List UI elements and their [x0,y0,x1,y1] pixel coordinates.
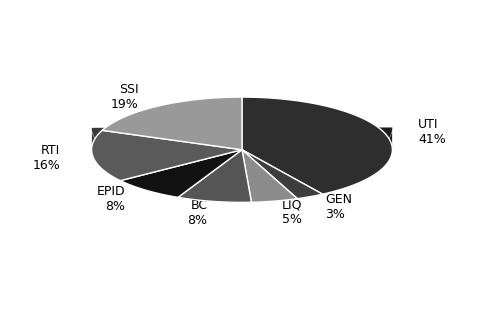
Polygon shape [178,127,252,180]
Polygon shape [121,127,242,175]
Text: GEN
3%: GEN 3% [325,193,352,221]
Text: LIQ
5%: LIQ 5% [282,198,302,226]
Polygon shape [102,97,242,150]
Polygon shape [242,97,393,194]
Polygon shape [121,150,242,197]
Polygon shape [242,127,297,180]
Polygon shape [322,128,393,194]
Polygon shape [242,150,297,202]
Polygon shape [91,127,242,158]
Polygon shape [178,175,252,202]
Text: SSI
19%: SSI 19% [111,83,139,111]
Polygon shape [242,127,322,176]
Polygon shape [252,176,297,202]
Polygon shape [242,127,393,172]
Polygon shape [297,172,322,199]
Polygon shape [91,128,121,181]
Polygon shape [121,158,178,197]
Polygon shape [91,130,242,181]
Text: EPID
8%: EPID 8% [96,185,125,213]
Text: BC
8%: BC 8% [188,199,208,227]
Text: UTI
41%: UTI 41% [418,118,446,146]
Polygon shape [242,150,322,199]
Polygon shape [178,150,252,202]
Text: RTI
16%: RTI 16% [32,144,60,172]
